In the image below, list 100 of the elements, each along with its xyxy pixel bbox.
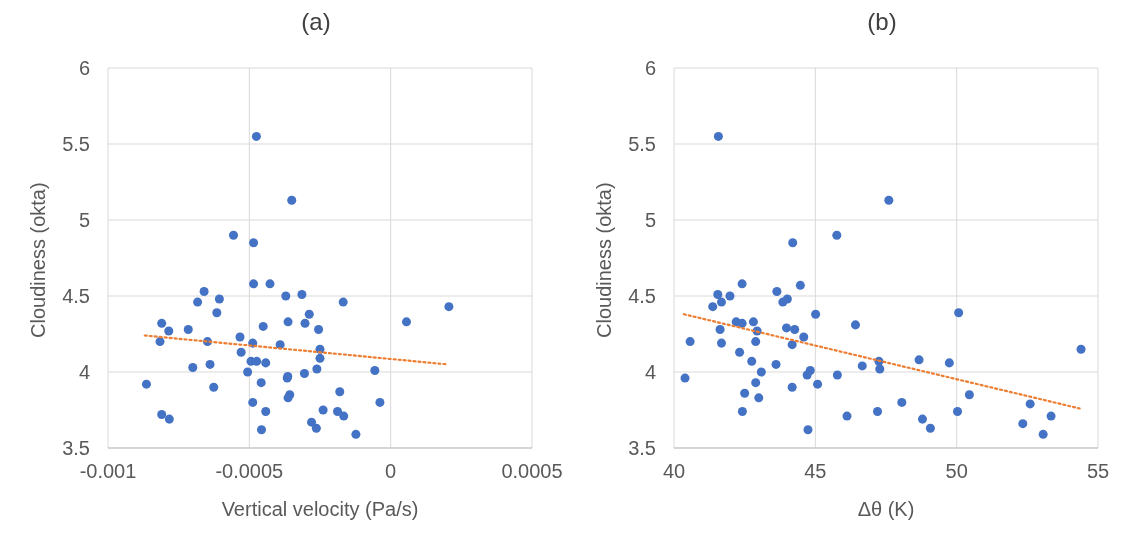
- point: [249, 238, 259, 248]
- point: [725, 291, 735, 301]
- point: [850, 320, 860, 330]
- point: [964, 390, 974, 400]
- point: [778, 297, 788, 307]
- point: [713, 131, 723, 141]
- point: [157, 318, 167, 328]
- point: [708, 302, 718, 312]
- point: [248, 397, 258, 407]
- x-tick-label: 50: [945, 460, 968, 483]
- point: [155, 337, 165, 347]
- y-tick-label: 4: [78, 361, 90, 384]
- point: [141, 379, 151, 389]
- point: [261, 358, 271, 368]
- chart-title: (a): [300, 8, 332, 36]
- x-tick-label: 55: [1086, 460, 1110, 483]
- point: [811, 309, 821, 319]
- x-axis-title: Δθ (K): [857, 498, 915, 520]
- point: [832, 370, 842, 380]
- point: [799, 332, 809, 342]
- point: [258, 321, 268, 331]
- point: [787, 340, 797, 350]
- point: [318, 405, 328, 415]
- point: [304, 309, 314, 319]
- point: [713, 289, 723, 299]
- point: [199, 286, 209, 296]
- point: [338, 297, 348, 307]
- point: [803, 425, 813, 435]
- point: [164, 326, 174, 336]
- point: [914, 355, 924, 365]
- y-axis-title: Cloudiness (okta): [593, 182, 616, 338]
- point: [249, 279, 259, 289]
- point: [375, 397, 385, 407]
- point: [685, 337, 695, 347]
- point: [261, 407, 271, 417]
- x-axis-title: Vertical velocity (Pa/s): [221, 498, 419, 520]
- point: [735, 347, 745, 357]
- x-tick-label: 40: [662, 460, 686, 483]
- point: [1076, 344, 1086, 354]
- y-tick-label: 4: [644, 361, 656, 384]
- y-tick-label: 3.5: [62, 437, 90, 460]
- point: [737, 279, 747, 289]
- point: [802, 370, 812, 380]
- point: [1038, 429, 1048, 439]
- point: [747, 356, 757, 366]
- point: [370, 365, 380, 375]
- point: [297, 289, 307, 299]
- point: [401, 317, 412, 327]
- point: [953, 407, 963, 417]
- point: [716, 297, 726, 307]
- point: [737, 318, 747, 328]
- point: [299, 369, 309, 379]
- point: [1046, 411, 1056, 421]
- point: [790, 324, 800, 334]
- point: [884, 195, 894, 205]
- point: [214, 294, 224, 304]
- point: [188, 362, 198, 372]
- point: [754, 393, 764, 403]
- point: [235, 332, 245, 342]
- point: [228, 230, 239, 240]
- point: [333, 407, 343, 417]
- point: [335, 387, 345, 397]
- point: [716, 338, 726, 348]
- point: [283, 317, 293, 327]
- point: [164, 414, 174, 424]
- point: [236, 347, 246, 357]
- point: [265, 279, 275, 289]
- point: [944, 358, 954, 368]
- point: [751, 378, 761, 388]
- point: [312, 364, 322, 374]
- point: [788, 238, 798, 248]
- y-tick-label: 4.5: [62, 285, 90, 308]
- point: [256, 378, 266, 388]
- point: [307, 417, 317, 427]
- point: [832, 230, 842, 240]
- y-tick-label: 4.5: [628, 285, 656, 308]
- point: [715, 324, 725, 334]
- point: [842, 411, 852, 421]
- point: [897, 397, 907, 407]
- y-tick-label: 5: [78, 209, 90, 232]
- point: [212, 308, 222, 318]
- x-tick-label: 0.0005: [501, 460, 563, 483]
- point: [157, 410, 167, 420]
- point: [300, 318, 310, 328]
- point: [680, 373, 690, 383]
- x-tick-label: -0.001: [79, 460, 137, 483]
- point: [875, 364, 885, 374]
- point: [314, 324, 324, 334]
- point: [256, 425, 266, 435]
- point: [209, 382, 219, 392]
- x-tick-label: 45: [804, 460, 827, 483]
- point: [193, 297, 203, 307]
- y-tick-label: 3.5: [628, 437, 656, 460]
- point: [751, 337, 761, 347]
- point: [781, 323, 792, 333]
- point: [813, 379, 823, 389]
- point: [925, 423, 935, 433]
- point: [748, 317, 758, 327]
- point: [873, 407, 883, 417]
- y-axis-title: Cloudiness (okta): [27, 182, 50, 338]
